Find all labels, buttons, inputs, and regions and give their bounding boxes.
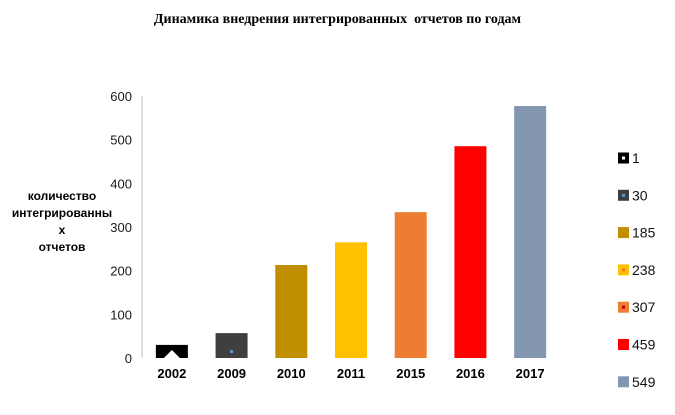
legend-swatch [618, 376, 629, 388]
y-axis-label: количество интегрированны х отчетов [4, 188, 120, 256]
legend-swatch [618, 339, 629, 350]
y-axis-label-line: количество [27, 189, 97, 203]
bar [335, 242, 367, 358]
bar [275, 264, 308, 358]
bar [215, 333, 248, 358]
y-tick-label: 300 [110, 220, 132, 235]
bar-series [155, 106, 547, 358]
y-axis-ticks: 0 100 200 300 400 500 600 [110, 89, 132, 366]
legend-swatch-marker [622, 305, 625, 309]
y-axis-label-line: х [58, 223, 66, 237]
y-tick-label: 0 [125, 351, 132, 366]
y-axis-label-line: интегрированны [11, 206, 113, 220]
x-tick-label: 2017 [516, 366, 545, 381]
x-axis-ticks: 2002 2009 2010 2011 2015 2016 2017 [157, 366, 544, 381]
y-tick-label: 500 [110, 133, 132, 148]
legend: 1 30 185 238 307 459 549 [618, 150, 656, 390]
chart-title: Динамика внедрения интегрированных отчет… [153, 12, 522, 27]
bar [454, 146, 487, 358]
y-tick-label: 100 [110, 307, 132, 322]
legend-label: 30 [632, 187, 648, 203]
legend-label: 549 [632, 374, 656, 390]
bar-marker [230, 350, 234, 353]
bar [394, 212, 427, 358]
legend-label: 238 [632, 262, 656, 278]
x-tick-label: 2011 [337, 366, 365, 381]
y-tick-label: 200 [110, 264, 132, 279]
y-tick-label: 400 [110, 176, 132, 191]
bar [514, 106, 547, 358]
legend-label: 1 [632, 150, 640, 166]
legend-label: 185 [632, 225, 656, 241]
x-tick-label: 2002 [157, 366, 186, 381]
bar-marker [163, 350, 180, 358]
legend-swatch-marker [622, 268, 625, 272]
legend-label: 459 [632, 337, 656, 353]
x-tick-label: 2010 [277, 366, 306, 381]
x-tick-label: 2016 [456, 366, 485, 381]
legend-swatch [618, 227, 629, 239]
y-axis-label-line: отчетов [38, 240, 86, 254]
legend-swatch-marker [622, 193, 625, 197]
x-tick-label: 2015 [396, 366, 425, 381]
y-tick-label: 600 [110, 89, 132, 104]
x-tick-label: 2009 [217, 366, 246, 381]
legend-label: 307 [632, 299, 656, 315]
legend-swatch-marker [622, 156, 625, 160]
